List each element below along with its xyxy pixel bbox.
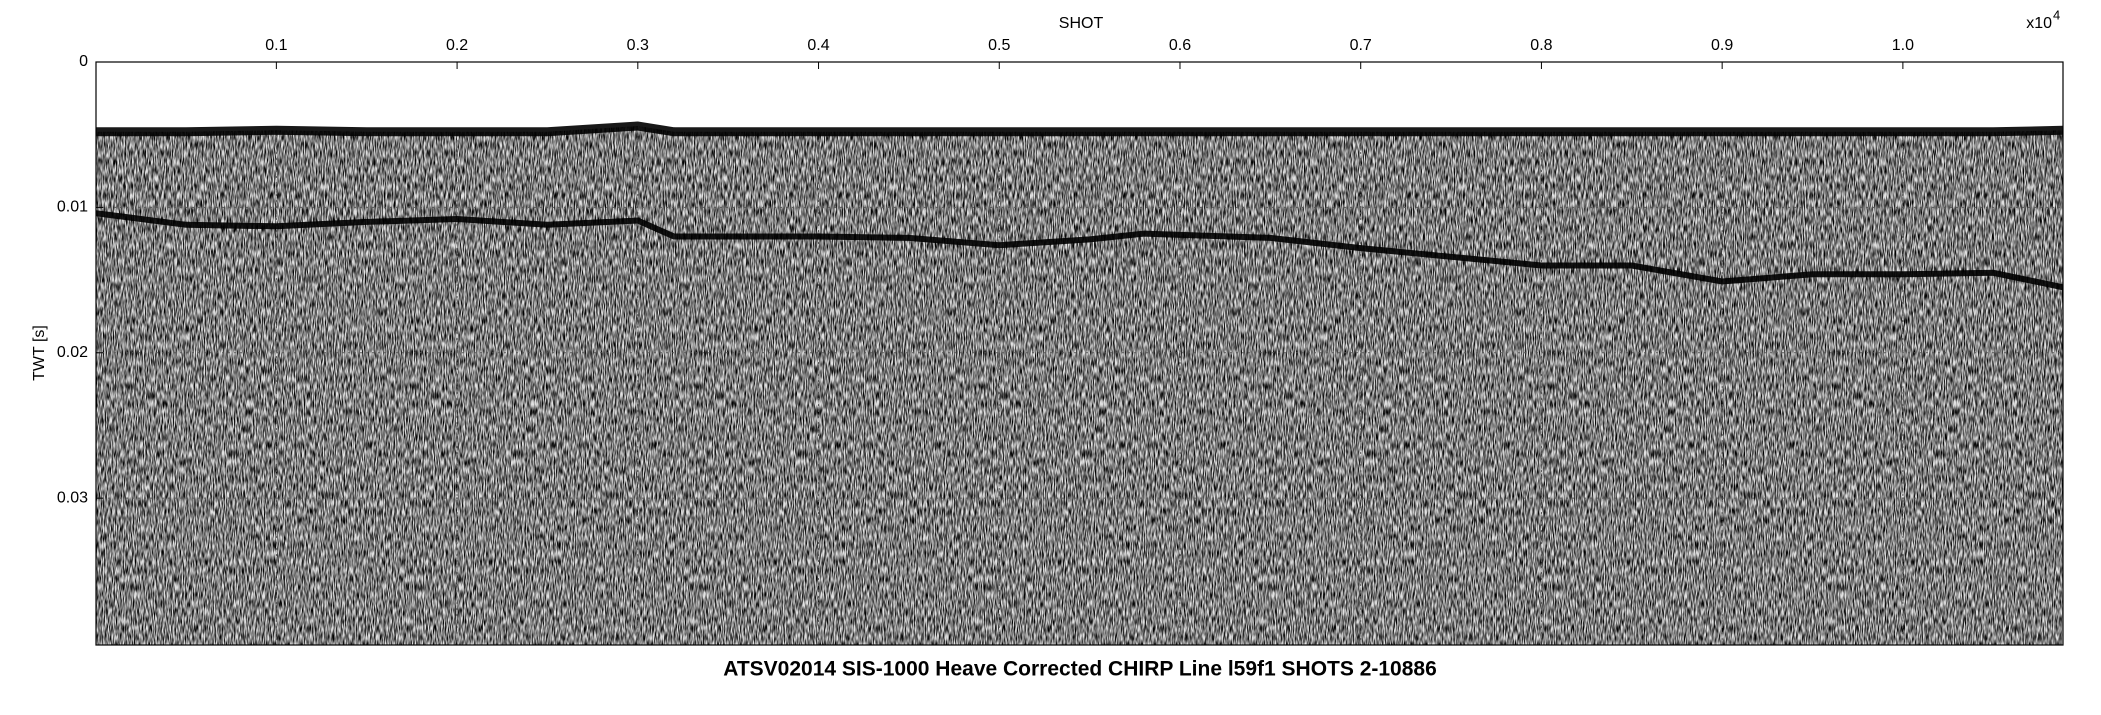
x-tick-label: 0.3 (627, 37, 649, 54)
x-tick-label: 0.2 (446, 37, 468, 54)
plot-frame (95, 61, 2064, 646)
x-tick-label: 0.9 (1711, 37, 1733, 54)
plot-texture (96, 62, 2063, 645)
y-tick-label: 0.01 (57, 199, 88, 216)
x-tick-label: 0.8 (1530, 37, 1552, 54)
y-axis-label: TWT [s] (31, 325, 48, 381)
x-tick-label: 0.7 (1350, 37, 1372, 54)
reflector-line (96, 121, 2063, 137)
y-tick-label: 0.03 (57, 489, 88, 506)
x-multiplier-exponent: 4 (2053, 7, 2060, 22)
chart-title: ATSV02014 SIS-1000 Heave Corrected CHIRP… (723, 658, 1437, 681)
water-column (96, 62, 2063, 132)
x-axis-label: SHOT (1059, 15, 1104, 32)
plot-area (96, 62, 2063, 645)
x-tick-label: 0.4 (807, 37, 829, 54)
reflector-line (96, 210, 2063, 291)
x-tick-label: 0.6 (1169, 37, 1191, 54)
y-tick-label: 0.02 (57, 344, 88, 361)
x-tick-label: 0.1 (265, 37, 287, 54)
x-multiplier: x10 (2026, 15, 2052, 32)
x-tick-label: 0.5 (988, 37, 1010, 54)
y-tick-label: 0 (79, 53, 88, 70)
x-tick-label: 1.0 (1892, 37, 1914, 54)
